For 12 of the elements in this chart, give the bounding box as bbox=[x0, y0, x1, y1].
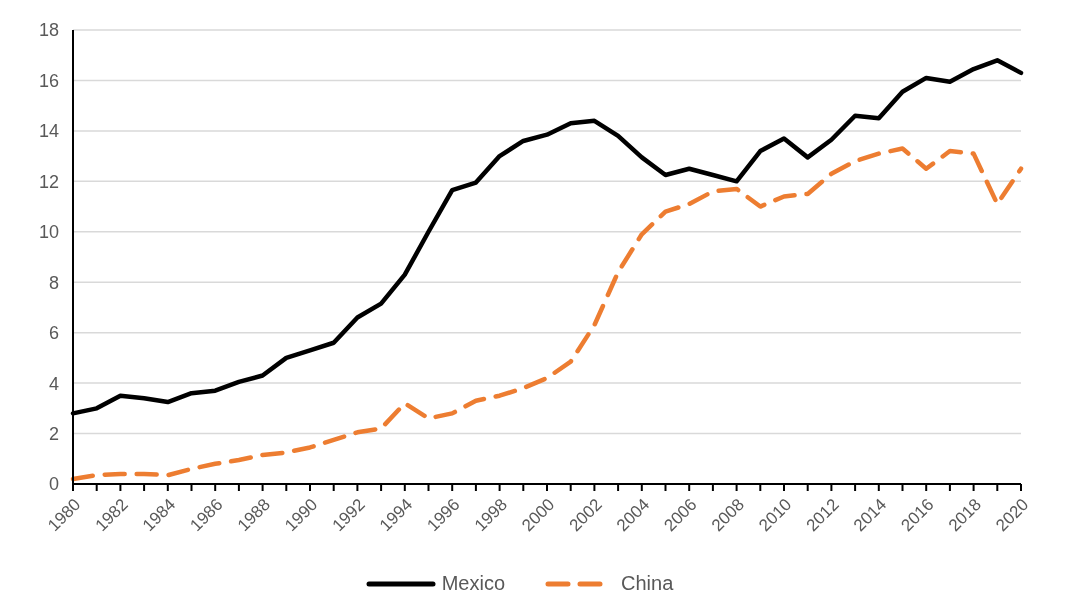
y-tick-label: 8 bbox=[48, 272, 59, 293]
y-tick-label: 6 bbox=[48, 323, 59, 344]
y-tick-label: 12 bbox=[38, 171, 59, 192]
y-tick-label: 18 bbox=[38, 20, 59, 41]
y-tick-label: 0 bbox=[48, 474, 59, 495]
legend-label: China bbox=[620, 572, 674, 595]
y-tick-label: 14 bbox=[38, 121, 59, 142]
legend-label: Mexico bbox=[440, 572, 506, 595]
y-tick-label: 16 bbox=[38, 70, 59, 91]
y-tick-label: 2 bbox=[48, 423, 59, 444]
y-tick-label: 4 bbox=[48, 373, 59, 394]
y-tick-label: 10 bbox=[38, 222, 59, 243]
